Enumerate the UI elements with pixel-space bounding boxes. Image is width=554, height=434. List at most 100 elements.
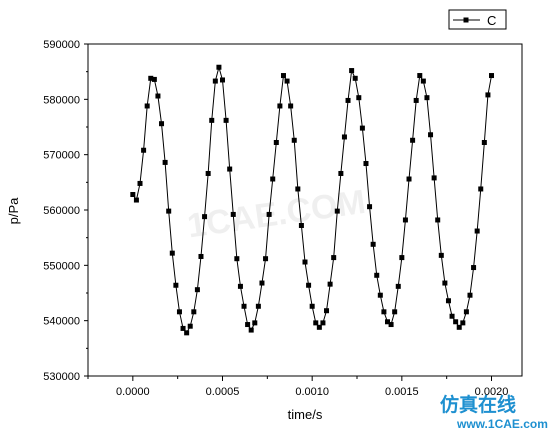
y-tick-label: 540000 — [43, 316, 80, 328]
data-point — [445, 298, 451, 304]
data-point — [306, 282, 312, 288]
data-point — [220, 77, 225, 83]
y-axis: 530000 540000 550000 560000 570000 580000 5900… — [43, 39, 88, 383]
data-point — [431, 175, 437, 181]
data-point — [320, 320, 326, 326]
data-point — [489, 73, 495, 79]
data-point — [252, 320, 258, 326]
data-point — [248, 327, 254, 333]
data-point — [291, 137, 297, 143]
watermark-url-text: www.1CAE.com — [456, 417, 548, 431]
x-tick-label: 0.0010 — [295, 386, 329, 398]
data-point — [141, 147, 147, 153]
data-point — [227, 166, 233, 172]
data-point — [331, 255, 337, 261]
data-point — [363, 161, 369, 167]
data-point — [148, 75, 154, 81]
data-point — [202, 214, 208, 220]
data-point — [198, 253, 204, 259]
series-markers-c — [130, 64, 495, 336]
data-point — [144, 103, 150, 109]
data-point — [313, 320, 319, 326]
data-point — [151, 76, 157, 82]
data-point — [370, 241, 376, 247]
data-point — [302, 259, 308, 265]
y-tick-label: 580000 — [43, 94, 80, 106]
y-tick-label: 590000 — [43, 39, 80, 51]
data-point — [173, 282, 179, 288]
data-point — [234, 256, 240, 262]
data-point — [385, 319, 390, 325]
data-point — [309, 303, 315, 309]
data-point — [388, 322, 394, 328]
data-point — [133, 197, 139, 203]
y-tick-label: 560000 — [43, 205, 80, 217]
data-point — [345, 97, 351, 103]
data-point — [295, 186, 301, 192]
data-point — [230, 211, 236, 217]
data-point — [270, 176, 276, 182]
data-point — [381, 309, 387, 315]
data-point — [481, 139, 487, 145]
data-point — [359, 125, 365, 131]
data-point — [341, 134, 347, 140]
data-point — [259, 280, 265, 286]
data-point — [402, 217, 408, 223]
data-point — [166, 208, 172, 214]
data-point — [327, 281, 333, 287]
data-point — [284, 78, 290, 84]
watermark-chinese-text: 仿真在线 — [440, 393, 516, 416]
data-point — [424, 95, 430, 101]
data-point — [130, 192, 136, 198]
data-point — [449, 313, 455, 319]
data-point — [241, 303, 247, 309]
data-point — [334, 208, 340, 214]
y-axis-title: p/Pa — [6, 197, 21, 225]
data-point — [392, 309, 398, 315]
data-point — [467, 292, 473, 298]
x-tick-label: 0.0000 — [116, 386, 150, 398]
data-point — [395, 283, 401, 289]
data-point — [155, 93, 161, 99]
data-point — [316, 324, 322, 330]
data-point — [209, 117, 215, 123]
data-point — [280, 73, 286, 79]
data-point — [442, 280, 448, 286]
x-axis-title: time/s — [288, 407, 323, 422]
legend-label-c: C — [487, 13, 496, 28]
data-point — [245, 322, 251, 328]
x-axis: 0.0000 0.0005 0.0010 0.0015 0.0020 — [87, 376, 509, 398]
y-tick-label: 570000 — [43, 150, 80, 162]
data-point — [474, 228, 480, 234]
data-point — [428, 132, 434, 138]
data-point — [349, 68, 355, 74]
data-point — [352, 75, 358, 81]
data-point — [184, 330, 190, 336]
data-point — [413, 97, 419, 103]
data-point — [338, 170, 344, 176]
data-point — [169, 250, 175, 256]
data-point — [438, 252, 444, 258]
legend: C — [448, 9, 507, 30]
data-point — [485, 92, 491, 98]
data-point — [288, 103, 294, 109]
data-point — [137, 180, 143, 186]
data-point — [453, 319, 459, 325]
data-point — [377, 292, 383, 298]
x-tick-label: 0.0020 — [475, 386, 509, 398]
data-point — [187, 323, 193, 329]
data-point — [435, 217, 441, 223]
data-point — [417, 73, 423, 79]
data-point — [223, 117, 229, 123]
plot-area — [87, 43, 523, 377]
data-point — [460, 320, 466, 326]
data-point — [273, 139, 279, 145]
data-point — [324, 308, 330, 314]
legend-marker-icon — [463, 17, 469, 23]
data-point — [420, 78, 426, 84]
data-point — [159, 121, 165, 127]
data-point — [399, 255, 405, 261]
data-point — [410, 137, 416, 143]
data-point — [356, 95, 362, 101]
